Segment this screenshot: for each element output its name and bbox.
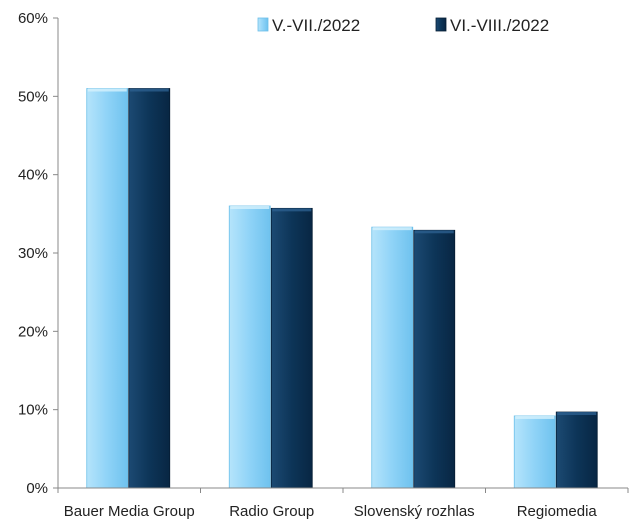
y-tick-label: 10% — [18, 402, 48, 419]
legend-swatch-1 — [257, 17, 269, 32]
y-tick-label: 0% — [26, 480, 48, 497]
y-axis-ticks: 0% 10% 20% 30% 40% 50% 60% — [18, 10, 58, 497]
bar-top-highlight — [272, 208, 312, 212]
x-category-label: Radio Group — [229, 503, 314, 520]
legend-label-1: V.-VII./2022 — [272, 16, 360, 35]
bar-top-highlight — [87, 88, 127, 92]
bar-series1-1 — [228, 205, 271, 489]
legend: V.-VII./2022 VI.-VIII./2022 — [257, 16, 549, 35]
x-category-label: Slovenský rozhlas — [354, 503, 475, 520]
axes — [57, 18, 629, 493]
bar-series2-1 — [270, 207, 313, 489]
x-axis-labels: Bauer Media Group Radio Group Slovenský ro… — [64, 503, 598, 520]
bar-series2-2 — [413, 229, 456, 489]
bar-series1-3 — [513, 415, 556, 489]
bar-series1-0 — [86, 88, 129, 489]
y-tick-label: 50% — [18, 88, 48, 105]
legend-swatch-2 — [435, 17, 447, 32]
bar-series2-0 — [128, 88, 171, 489]
bar-series2-3 — [555, 411, 598, 489]
y-tick-label: 30% — [18, 245, 48, 262]
bar-top-highlight — [230, 206, 270, 209]
bar-top-highlight — [515, 415, 555, 419]
bar-top-highlight — [557, 412, 597, 416]
bar-top-highlight — [129, 88, 169, 92]
bar-top-highlight — [372, 227, 412, 231]
bar-series1-2 — [371, 226, 414, 489]
x-category-label: Regiomedia — [517, 503, 598, 520]
y-tick-label: 40% — [18, 167, 48, 184]
y-tick-label: 60% — [18, 10, 48, 27]
x-category-label: Bauer Media Group — [64, 503, 195, 520]
legend-label-2: VI.-VIII./2022 — [450, 16, 549, 35]
y-tick-label: 20% — [18, 323, 48, 340]
bars — [86, 88, 598, 489]
bar-top-highlight — [414, 230, 454, 234]
